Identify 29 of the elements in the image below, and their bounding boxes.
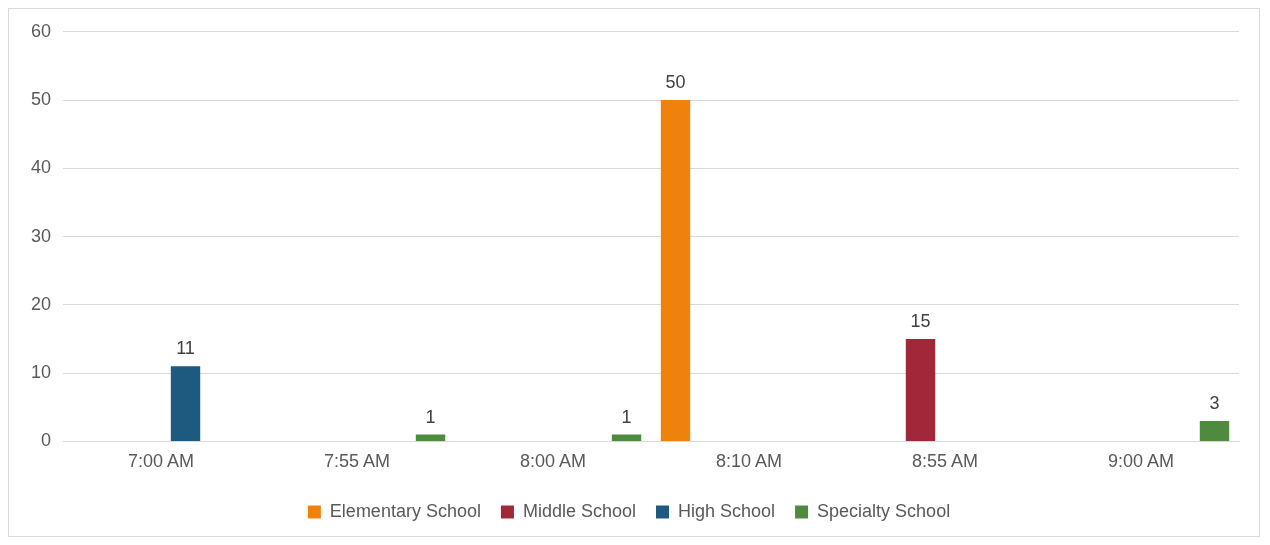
data-label: 3 [1209, 392, 1220, 413]
x-tick-label: 8:55 AM [911, 451, 979, 472]
x-tick-label: 7:00 AM [128, 451, 195, 472]
data-label: 15 [910, 310, 931, 331]
bar [415, 434, 446, 441]
bar [611, 434, 642, 441]
bar [905, 339, 936, 441]
y-tick-label: 40 [30, 157, 52, 178]
y-tick-label: 60 [30, 20, 52, 41]
x-tick-label: 8:10 AM [715, 451, 783, 472]
y-tick-label: 50 [30, 89, 52, 110]
x-tick-label: 8:00 AM [519, 451, 587, 472]
legend-label: High School [678, 500, 776, 521]
bar [1199, 420, 1230, 441]
legend-label: Specialty School [817, 500, 951, 521]
x-tick-label: 7:55 AM [323, 451, 391, 472]
bar [660, 100, 691, 441]
data-label: 1 [425, 406, 436, 427]
legend-label: Elementary School [329, 500, 481, 521]
bar [170, 366, 201, 441]
data-label: 1 [621, 406, 632, 427]
y-tick-label: 30 [30, 225, 52, 246]
data-label: 50 [665, 72, 686, 93]
y-tick-label: 20 [30, 293, 52, 314]
x-tick-label: 9:00 AM [1107, 451, 1175, 472]
y-tick-label: 10 [30, 362, 52, 383]
legend-label: Middle School [522, 500, 636, 521]
y-tick-label: 0 [41, 430, 52, 451]
data-label: 11 [176, 338, 195, 359]
